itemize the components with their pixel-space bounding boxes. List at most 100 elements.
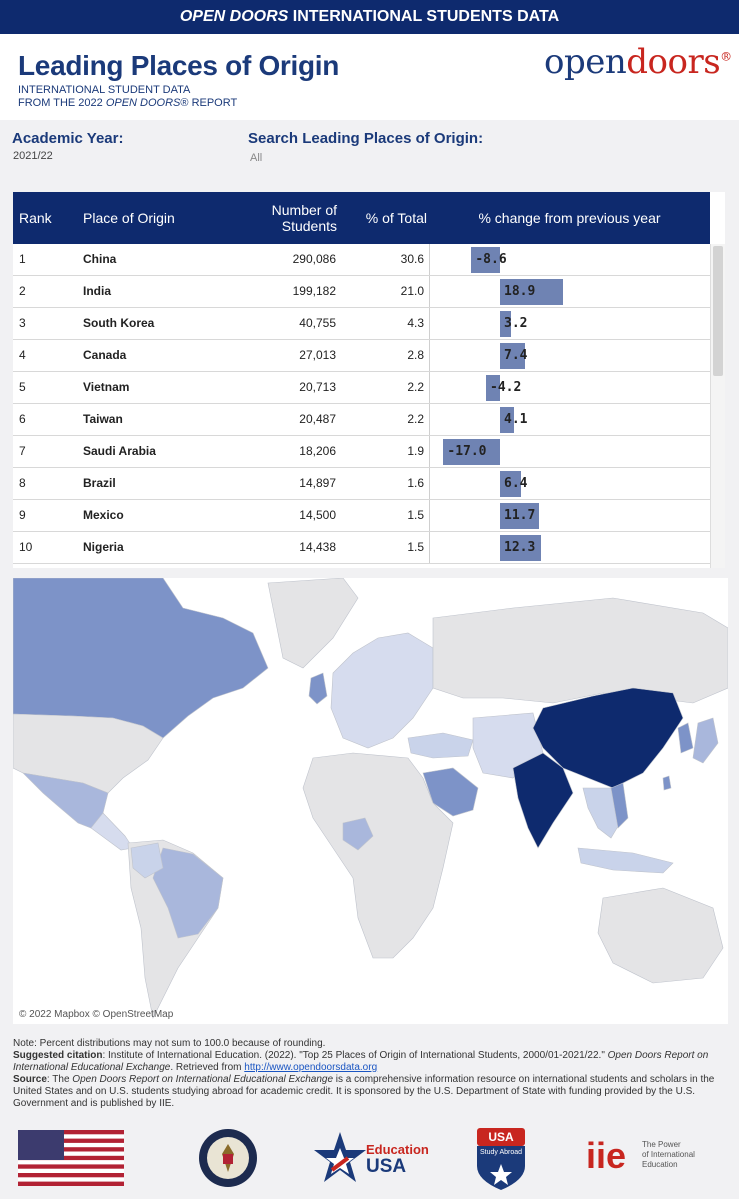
cell-pct-change: 11.7 <box>429 500 710 531</box>
logo-reg: ® <box>720 49 732 64</box>
source-pre: : The <box>46 1074 73 1085</box>
map-colombia <box>130 842 164 879</box>
cell-place: China <box>83 252 117 266</box>
cell-rank: 2 <box>19 284 26 298</box>
iie-tag3: Education <box>642 1160 678 1169</box>
cell-place: Saudi Arabia <box>83 444 156 458</box>
change-label: 3.2 <box>504 316 528 331</box>
cell-rank: 9 <box>19 508 26 522</box>
header-students[interactable]: Number of Students <box>243 192 337 244</box>
header-rank[interactable]: Rank <box>19 210 52 226</box>
change-label: -4.2 <box>490 380 522 395</box>
table-row[interactable]: 10 Nigeria 14,438 1.5 12.3 <box>13 532 710 564</box>
cell-pct-change: 12.3 <box>429 532 710 563</box>
iie-tag1: The Power <box>642 1140 681 1149</box>
map-taiwan <box>662 775 672 791</box>
state-department-seal-icon <box>199 1129 257 1187</box>
iie-logo[interactable]: iie The Power of International Education <box>586 1136 726 1186</box>
table-scrollbar[interactable] <box>710 244 725 568</box>
cell-pct-change: 7.4 <box>429 340 710 371</box>
cell-rank: 6 <box>19 412 26 426</box>
subtitle2-pre: FROM THE 2022 <box>18 97 106 109</box>
search-origin-label: Search Leading Places of Origin: <box>248 130 484 147</box>
map-greenland <box>267 578 359 669</box>
map-turkey <box>407 732 474 759</box>
table-row[interactable]: 5 Vietnam 20,713 2.2 -4.2 <box>13 372 710 404</box>
table-row[interactable]: 3 South Korea 40,755 4.3 3.2 <box>13 308 710 340</box>
citation-label: Suggested citation <box>13 1050 103 1061</box>
change-label: 18.9 <box>504 284 536 299</box>
citation-post: . Retrieved from <box>170 1062 245 1073</box>
note-citation: Suggested citation: Institute of Interna… <box>13 1050 725 1074</box>
citation-text: : Institute of International Education. … <box>102 1050 608 1061</box>
table-row[interactable]: 2 India 199,182 21.0 18.9 <box>13 276 710 308</box>
change-bar <box>500 279 563 305</box>
subtitle-line2: FROM THE 2022 OPEN DOORS® REPORT <box>18 97 237 109</box>
change-bar <box>471 247 500 273</box>
cell-pct-total: 1.5 <box>407 508 424 522</box>
iie-tagline: The Power of International Education <box>642 1140 695 1170</box>
table-row[interactable]: 1 China 290,086 30.6 -8.6 <box>13 244 710 276</box>
change-bar <box>500 535 541 561</box>
study-line1: USA <box>488 1130 514 1144</box>
notes-section: Note: Percent distributions may not sum … <box>13 1038 725 1110</box>
cell-rank: 8 <box>19 476 26 490</box>
table-row[interactable]: 8 Brazil 14,897 1.6 6.4 <box>13 468 710 500</box>
map-europe <box>330 632 434 749</box>
change-label: 12.3 <box>504 540 536 555</box>
academic-year-value[interactable]: 2021/22 <box>13 150 53 162</box>
change-bar <box>500 343 525 369</box>
map-brazil <box>152 847 224 939</box>
header-place[interactable]: Place of Origin <box>83 210 175 226</box>
change-label: 6.4 <box>504 476 528 491</box>
map-korea <box>677 722 694 754</box>
cell-students: 20,713 <box>299 380 336 394</box>
cell-pct-total: 1.9 <box>407 444 424 458</box>
cell-pct-total: 21.0 <box>400 284 424 298</box>
cell-pct-change: -17.0 <box>429 436 710 467</box>
origin-table: Rank Place of Origin Number of Students %… <box>13 192 725 568</box>
study-abroad-shield-icon <box>477 1128 525 1190</box>
map-japan <box>692 717 719 764</box>
change-bar <box>500 311 511 337</box>
scrollbar-thumb[interactable] <box>713 246 723 376</box>
table-row[interactable]: 4 Canada 27,013 2.8 7.4 <box>13 340 710 372</box>
iie-tag2: of International <box>642 1150 695 1159</box>
map-central-america <box>90 812 134 851</box>
cell-pct-change: -8.6 <box>429 244 710 275</box>
table-row[interactable]: 7 Saudi Arabia 18,206 1.9 -17.0 <box>13 436 710 468</box>
study-abroad-logo[interactable]: USA Study Abroad <box>475 1128 527 1190</box>
subtitle-line1: INTERNATIONAL STUDENT DATA <box>18 84 191 96</box>
search-origin-input[interactable]: All <box>250 152 263 164</box>
world-map[interactable]: © 2022 Mapbox © OpenStreetMap <box>13 578 728 1024</box>
map-indonesia <box>577 847 674 874</box>
cell-pct-total: 2.2 <box>407 412 424 426</box>
table-header: Rank Place of Origin Number of Students %… <box>13 192 710 244</box>
change-bar <box>500 407 514 433</box>
change-bar <box>486 375 500 401</box>
cell-students: 40,755 <box>299 316 336 330</box>
table-row[interactable]: 9 Mexico 14,500 1.5 11.7 <box>13 500 710 532</box>
citation-link[interactable]: http://www.opendoorsdata.org <box>244 1062 378 1073</box>
header-pct-total[interactable]: % of Total <box>365 210 427 226</box>
map-russia <box>432 597 728 704</box>
cell-rank: 3 <box>19 316 26 330</box>
table-row[interactable]: 6 Taiwan 20,487 2.2 4.1 <box>13 404 710 436</box>
header-pct-change[interactable]: % change from previous year <box>478 210 661 226</box>
cell-pct-total: 2.2 <box>407 380 424 394</box>
edu-line1: Education <box>366 1142 429 1157</box>
logo-doors: doors <box>626 42 721 82</box>
map-india <box>512 752 574 849</box>
cell-students: 18,206 <box>299 444 336 458</box>
banner-em: OPEN DOORS <box>179 8 289 25</box>
us-flag-icon <box>18 1130 124 1186</box>
logo-open: open <box>544 42 627 82</box>
cell-place: Nigeria <box>83 540 124 554</box>
citation-em: Open Doors Report on International Educa… <box>13 1050 709 1073</box>
change-label: -17.0 <box>447 444 487 459</box>
map-africa <box>302 752 454 959</box>
change-bar <box>443 439 500 465</box>
cell-students: 20,487 <box>299 412 336 426</box>
opendoors-logo[interactable]: opendoors® <box>544 42 732 82</box>
educationusa-logo[interactable]: Education USA <box>312 1130 432 1186</box>
